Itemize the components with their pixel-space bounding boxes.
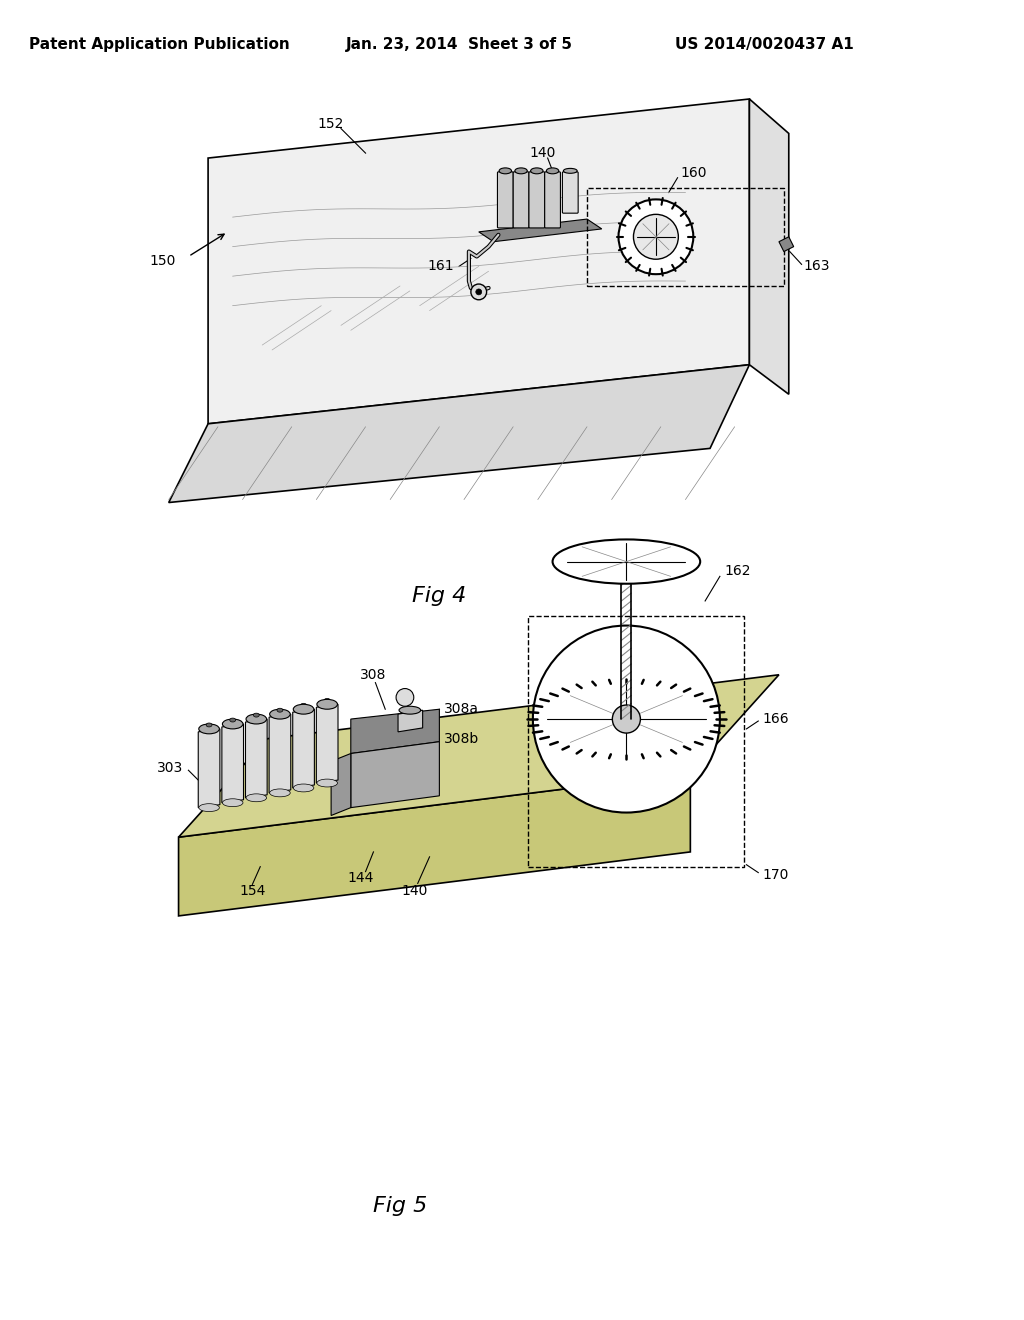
Polygon shape xyxy=(178,675,779,837)
Text: 150: 150 xyxy=(150,255,175,268)
FancyBboxPatch shape xyxy=(545,172,560,228)
Text: Fig 5: Fig 5 xyxy=(373,1196,427,1216)
Text: 154: 154 xyxy=(240,884,265,899)
Ellipse shape xyxy=(229,718,236,722)
FancyBboxPatch shape xyxy=(513,172,529,228)
Ellipse shape xyxy=(301,704,306,708)
Ellipse shape xyxy=(206,723,212,727)
Polygon shape xyxy=(750,99,788,395)
Ellipse shape xyxy=(222,799,243,807)
Text: 166: 166 xyxy=(762,711,788,726)
Polygon shape xyxy=(178,774,690,916)
Text: 140: 140 xyxy=(401,884,428,899)
Ellipse shape xyxy=(530,168,543,174)
Text: 162: 162 xyxy=(725,565,752,578)
Ellipse shape xyxy=(293,705,313,714)
Text: 160: 160 xyxy=(681,166,707,180)
Text: Fig 4: Fig 4 xyxy=(413,586,467,606)
Text: 152: 152 xyxy=(317,116,344,131)
Polygon shape xyxy=(246,719,267,797)
Ellipse shape xyxy=(269,709,290,719)
Ellipse shape xyxy=(396,689,414,706)
Circle shape xyxy=(471,284,486,300)
Polygon shape xyxy=(208,99,750,424)
Polygon shape xyxy=(398,710,423,731)
Ellipse shape xyxy=(553,540,700,583)
Ellipse shape xyxy=(199,723,219,734)
Text: US 2014/0020437 A1: US 2014/0020437 A1 xyxy=(675,37,854,53)
FancyBboxPatch shape xyxy=(529,172,545,228)
Circle shape xyxy=(618,199,693,275)
Ellipse shape xyxy=(316,779,338,787)
Text: 308b: 308b xyxy=(444,731,479,746)
Polygon shape xyxy=(199,729,220,808)
Ellipse shape xyxy=(246,793,266,801)
Text: 170: 170 xyxy=(762,867,788,882)
Polygon shape xyxy=(169,364,750,503)
Text: 140: 140 xyxy=(529,147,556,160)
FancyBboxPatch shape xyxy=(498,172,513,228)
Polygon shape xyxy=(479,219,602,242)
Text: 163: 163 xyxy=(804,259,830,273)
Text: 164: 164 xyxy=(651,747,678,760)
Ellipse shape xyxy=(269,789,290,797)
Ellipse shape xyxy=(222,719,243,729)
Ellipse shape xyxy=(293,784,313,792)
Text: Patent Application Publication: Patent Application Publication xyxy=(29,37,289,53)
Ellipse shape xyxy=(325,698,330,702)
Ellipse shape xyxy=(316,700,338,709)
Polygon shape xyxy=(269,714,291,793)
Text: 308: 308 xyxy=(360,668,387,681)
Polygon shape xyxy=(222,723,244,803)
Ellipse shape xyxy=(199,804,219,812)
Ellipse shape xyxy=(246,714,266,723)
Text: 308a: 308a xyxy=(444,702,479,717)
Text: 161: 161 xyxy=(427,259,454,273)
Ellipse shape xyxy=(499,168,512,174)
Ellipse shape xyxy=(563,169,578,173)
Circle shape xyxy=(612,705,640,733)
Circle shape xyxy=(476,289,481,294)
Circle shape xyxy=(634,214,678,259)
Polygon shape xyxy=(351,742,439,808)
Circle shape xyxy=(532,626,720,813)
Ellipse shape xyxy=(399,706,421,714)
Text: 303: 303 xyxy=(158,762,183,775)
Polygon shape xyxy=(293,709,314,788)
Polygon shape xyxy=(331,754,351,816)
Ellipse shape xyxy=(515,168,527,174)
Text: Jan. 23, 2014  Sheet 3 of 5: Jan. 23, 2014 Sheet 3 of 5 xyxy=(345,37,572,53)
Polygon shape xyxy=(316,705,338,783)
Ellipse shape xyxy=(547,168,559,174)
Polygon shape xyxy=(779,236,794,252)
Ellipse shape xyxy=(253,713,259,717)
Text: 144: 144 xyxy=(347,871,374,886)
Polygon shape xyxy=(351,709,439,754)
Ellipse shape xyxy=(276,709,283,713)
FancyBboxPatch shape xyxy=(562,172,579,213)
